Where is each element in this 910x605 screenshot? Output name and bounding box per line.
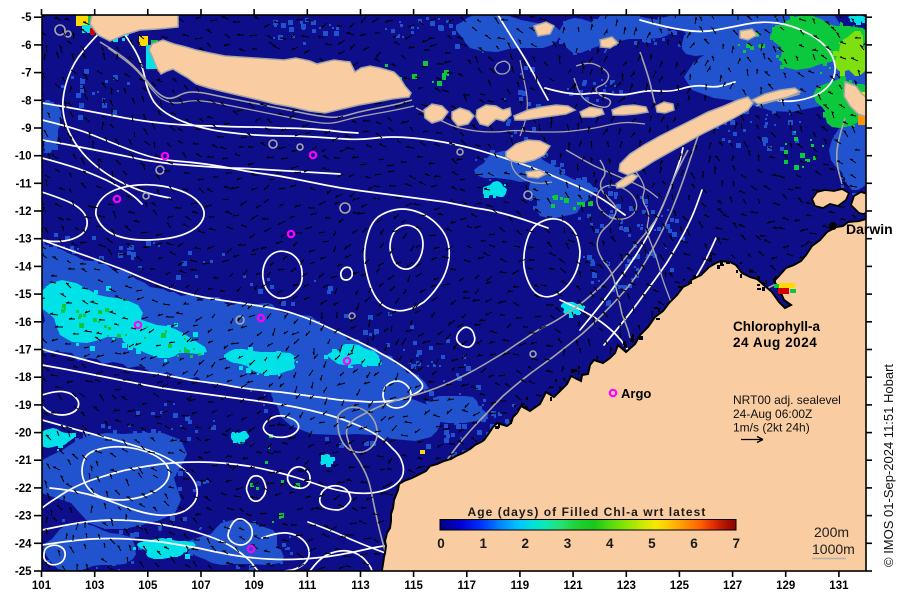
svg-text:121: 121 — [564, 580, 584, 592]
svg-text:-10: -10 — [15, 151, 32, 163]
svg-text:-12: -12 — [15, 206, 32, 218]
svg-text:127: 127 — [723, 580, 742, 592]
svg-text:125: 125 — [670, 580, 690, 592]
svg-text:-6: -6 — [21, 40, 31, 52]
svg-text:-15: -15 — [15, 289, 32, 301]
svg-text:-25: -25 — [15, 566, 32, 578]
svg-text:-19: -19 — [15, 400, 32, 412]
svg-text:119: 119 — [511, 580, 530, 592]
svg-text:5: 5 — [648, 536, 656, 551]
svg-text:105: 105 — [138, 580, 158, 592]
svg-text:Age (days) of Filled Chl-a wrt: Age (days) of Filled Chl-a wrt latest — [468, 505, 707, 519]
svg-text:200m: 200m — [814, 524, 849, 540]
svg-text:113: 113 — [351, 580, 370, 592]
svg-text:3: 3 — [564, 536, 572, 551]
svg-text:-20: -20 — [15, 428, 32, 440]
svg-text:-18: -18 — [15, 372, 32, 384]
svg-text:123: 123 — [617, 580, 636, 592]
svg-text:-14: -14 — [15, 261, 32, 273]
svg-text:-24: -24 — [15, 538, 32, 550]
svg-text:-9: -9 — [21, 123, 31, 135]
svg-text:131: 131 — [829, 580, 849, 592]
svg-text:-8: -8 — [21, 95, 32, 107]
svg-text:6: 6 — [690, 536, 698, 551]
svg-text:-17: -17 — [15, 345, 32, 357]
svg-text:2: 2 — [522, 536, 530, 551]
svg-text:1m/s (2kt 24h): 1m/s (2kt 24h) — [733, 421, 810, 435]
svg-text:111: 111 — [298, 580, 317, 592]
svg-text:4: 4 — [606, 536, 614, 551]
svg-text:-11: -11 — [16, 178, 33, 190]
svg-text:24-Aug 06:00Z: 24-Aug 06:00Z — [733, 407, 812, 421]
svg-text:-5: -5 — [21, 12, 32, 24]
svg-text:-13: -13 — [15, 234, 32, 246]
svg-text:115: 115 — [404, 580, 423, 592]
svg-text:1: 1 — [479, 536, 487, 551]
svg-text:7: 7 — [732, 536, 740, 551]
svg-text:101: 101 — [32, 580, 52, 592]
svg-text:-7: -7 — [21, 68, 31, 80]
svg-text:24 Aug 2024: 24 Aug 2024 — [733, 335, 817, 350]
svg-text:1000m: 1000m — [812, 541, 855, 557]
svg-text:0: 0 — [437, 536, 445, 551]
svg-text:Chlorophyll-a: Chlorophyll-a — [733, 319, 820, 334]
svg-text:103: 103 — [85, 580, 104, 592]
svg-text:Argo: Argo — [621, 386, 651, 401]
svg-text:NRT00 adj. sealevel: NRT00 adj. sealevel — [733, 393, 841, 407]
svg-text:-22: -22 — [15, 483, 32, 495]
svg-text:117: 117 — [458, 580, 477, 592]
svg-text:-21: -21 — [15, 455, 32, 467]
svg-text:129: 129 — [776, 580, 795, 592]
svg-text:Darwin: Darwin — [846, 221, 893, 237]
svg-text:107: 107 — [191, 580, 210, 592]
svg-text:-23: -23 — [15, 511, 32, 523]
svg-text:-16: -16 — [15, 317, 32, 329]
svg-text:109: 109 — [245, 580, 264, 592]
svg-text:© IMOS 01-Sep-2024 11:51 Hobar: © IMOS 01-Sep-2024 11:51 Hobart — [881, 364, 896, 567]
